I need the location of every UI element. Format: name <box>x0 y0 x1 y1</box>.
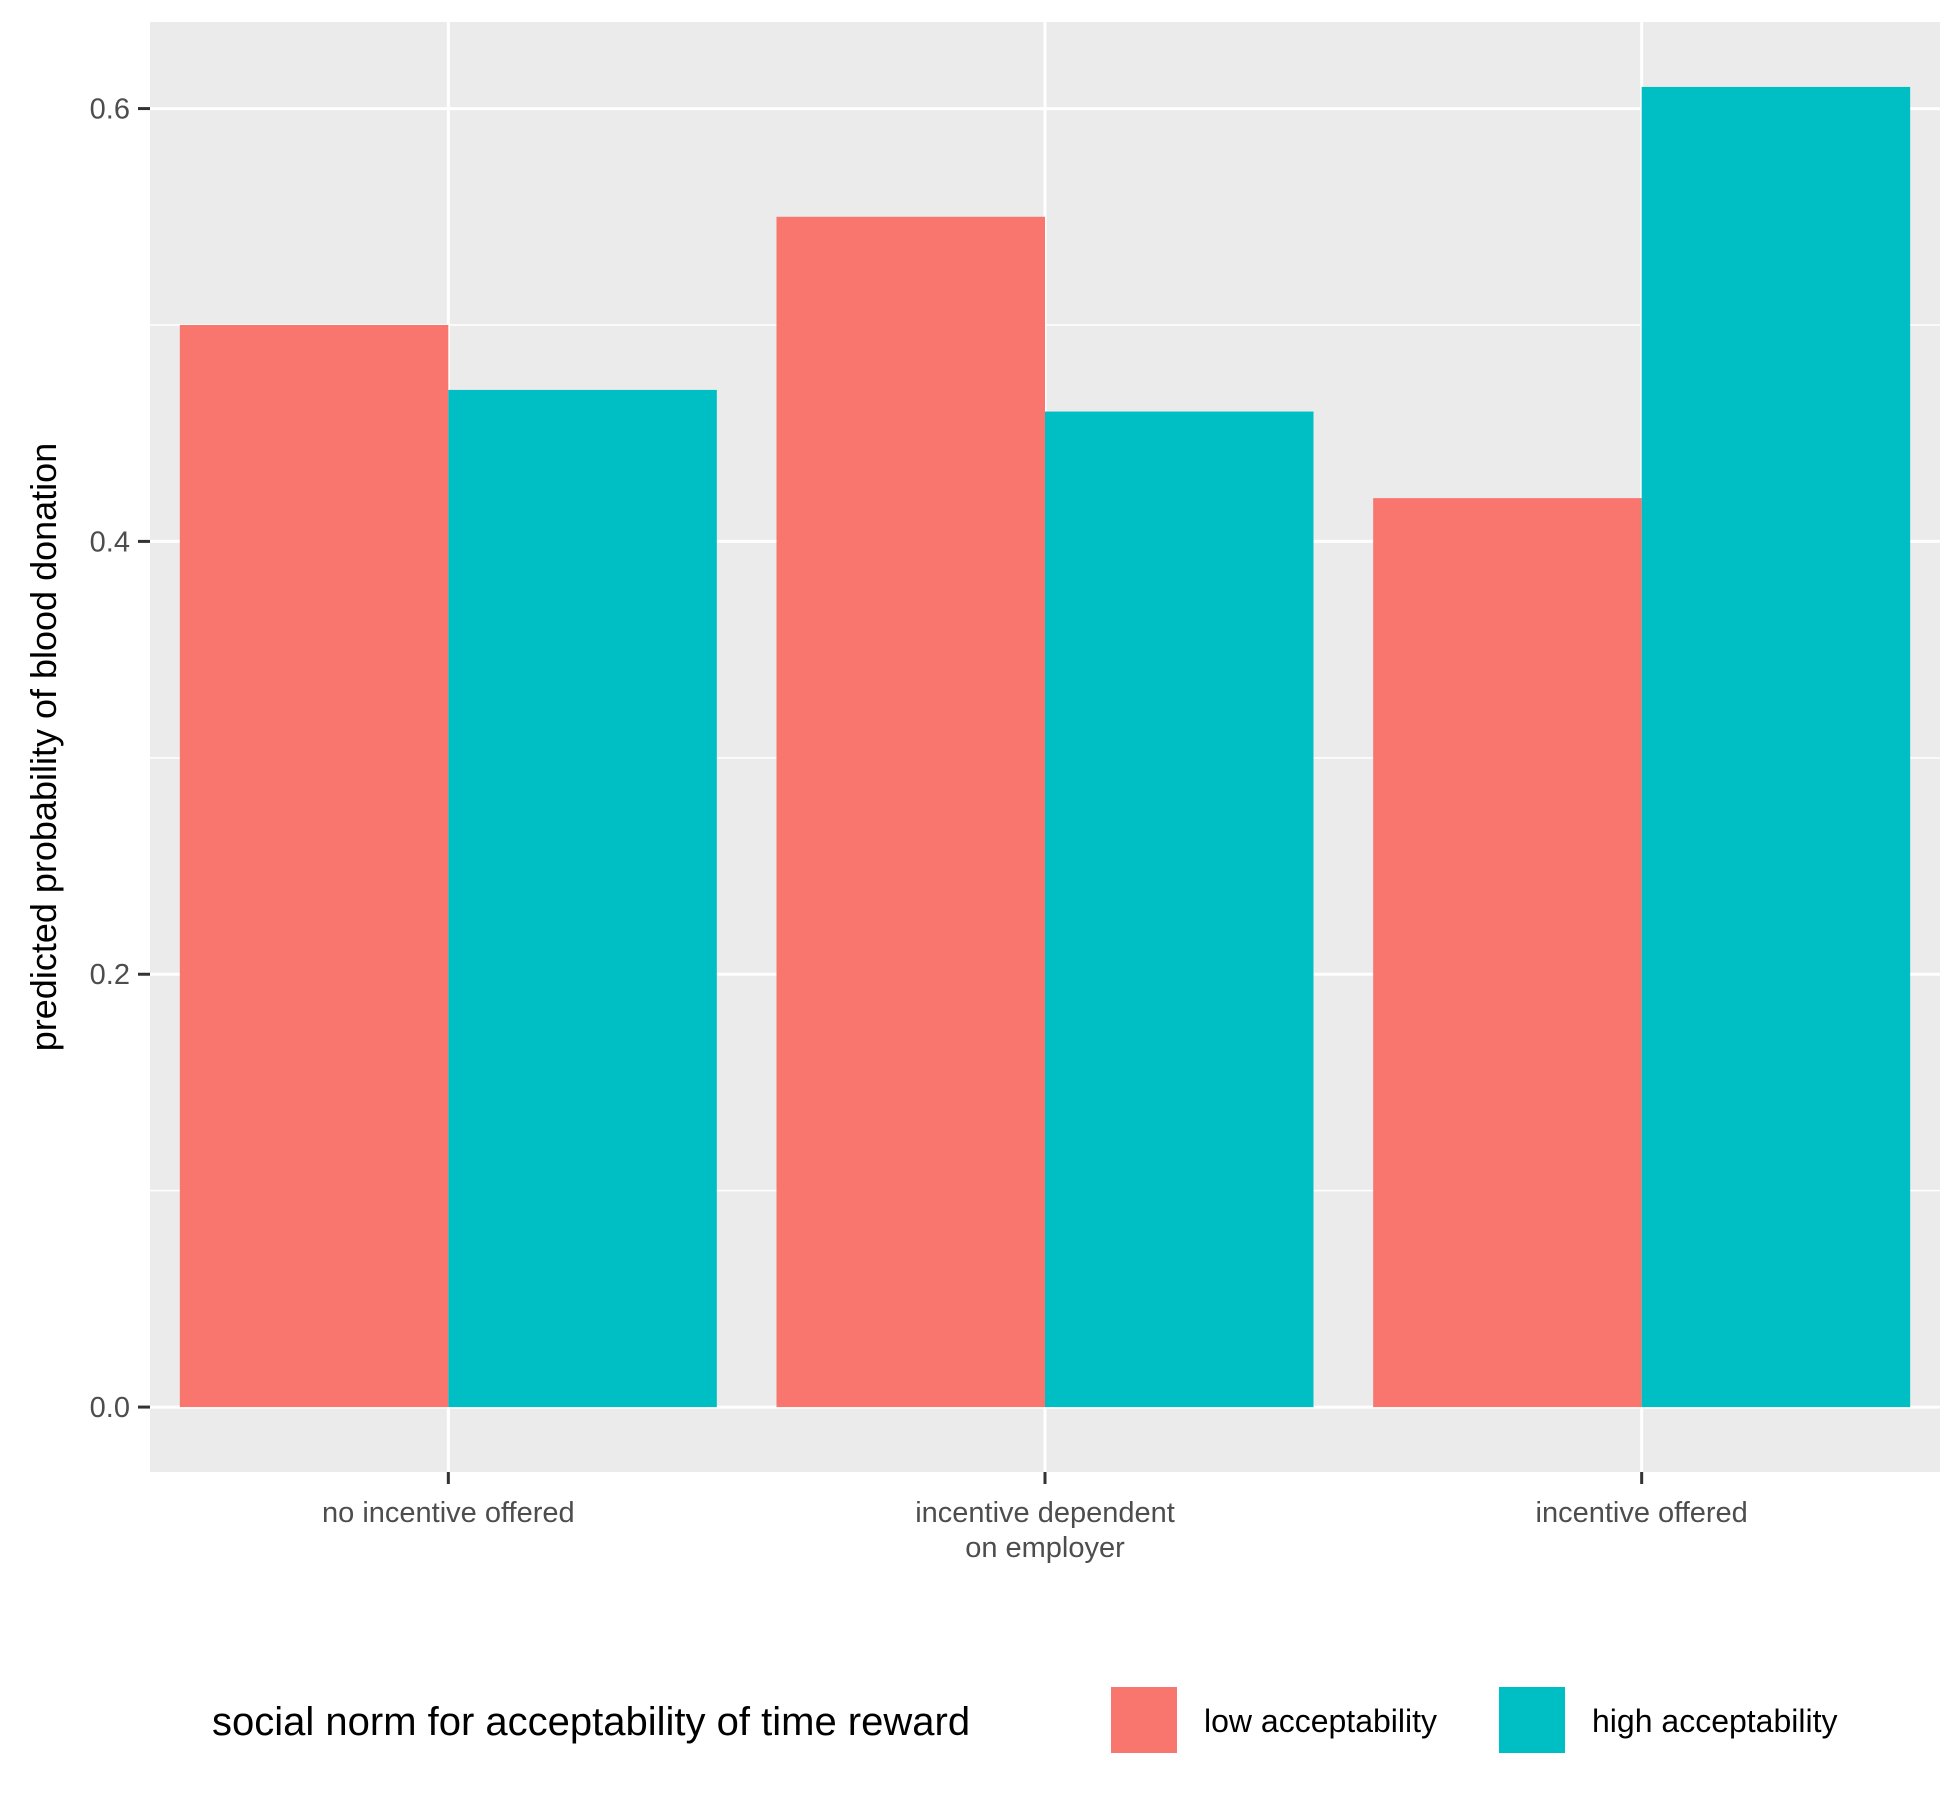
legend: social norm for acceptability of time re… <box>212 1685 1837 1755</box>
legend-key <box>1109 1685 1179 1755</box>
y-tick-label: 0.6 <box>90 94 130 126</box>
legend-label: high acceptability <box>1592 1703 1837 1739</box>
y-tick-label: 0.0 <box>90 1392 130 1424</box>
x-tick-label: no incentive offered <box>322 1497 575 1529</box>
legend-title: social norm for acceptability of time re… <box>212 1700 970 1744</box>
x-axis: no incentive offered incentive dependento… <box>322 1472 1748 1564</box>
legend-label: low acceptability <box>1204 1703 1437 1739</box>
y-axis-title: predicted probability of blood donation <box>23 443 64 1051</box>
bar <box>1641 86 1911 1408</box>
x-tick-label: incentive offered <box>1536 1497 1748 1529</box>
bars <box>179 86 1911 1408</box>
bar <box>179 324 449 1408</box>
bar <box>1045 411 1314 1408</box>
x-tick-label: incentive dependent <box>915 1497 1175 1529</box>
bar <box>776 216 1045 1408</box>
bar <box>1373 498 1642 1408</box>
bar <box>448 389 717 1408</box>
y-tick-label: 0.2 <box>90 959 130 991</box>
legend-key <box>1497 1685 1567 1755</box>
y-axis: 0.0 0.2 0.4 0.6 <box>90 94 150 1424</box>
x-tick-label: on employer <box>965 1532 1125 1564</box>
y-tick-label: 0.4 <box>90 526 130 558</box>
